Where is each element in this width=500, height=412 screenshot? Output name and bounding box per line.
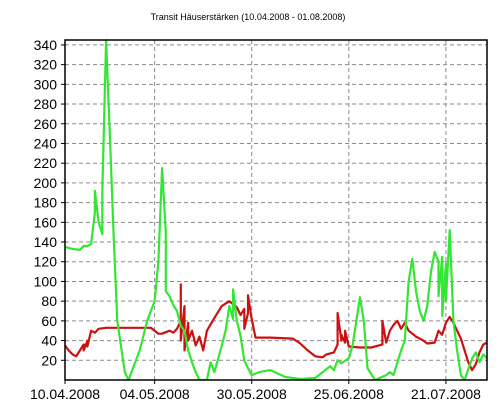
x-tick-label: 10.04.2008: [30, 386, 100, 402]
x-tick-label: 21.07.2008: [411, 386, 481, 402]
y-tick-label: 160: [34, 214, 58, 230]
y-tick-label: 180: [34, 195, 58, 211]
y-tick-label: 240: [34, 135, 58, 151]
y-tick-label: 140: [34, 234, 58, 250]
y-tick-label: 220: [34, 155, 58, 171]
y-tick-label: 80: [41, 293, 57, 309]
y-tick-label: 60: [41, 313, 57, 329]
x-axis: 10.04.2008 04.05.2008 30.05.2008 25.06.2008…: [30, 380, 481, 402]
y-tick-label: 20: [41, 352, 57, 368]
y-tick-label: 100: [34, 273, 58, 289]
x-tick-label: 25.06.2008: [314, 386, 384, 402]
chart-title: Transit Häuserstärken (10.04.2008 - 01.0…: [151, 12, 346, 22]
x-tick-label: 04.05.2008: [120, 386, 190, 402]
series-line-2: [65, 40, 487, 380]
y-tick-label: 200: [34, 175, 58, 191]
y-tick-label: 340: [34, 37, 58, 53]
y-tick-label: 40: [41, 333, 57, 349]
y-tick-label: 300: [34, 76, 58, 92]
y-tick-label: 260: [34, 116, 58, 132]
y-tick-label: 320: [34, 57, 58, 73]
series-line-1: [65, 283, 487, 372]
x-tick-label: 30.05.2008: [217, 386, 287, 402]
plot-frame: [64, 39, 488, 381]
series-layer: [65, 40, 487, 380]
y-axis: 20 40 60 80 100 120 140 160 180 200 220 240 260 280 30…: [34, 37, 65, 368]
grid: [64, 40, 487, 380]
y-tick-label: 120: [34, 254, 58, 270]
y-tick-label: 280: [34, 96, 58, 112]
